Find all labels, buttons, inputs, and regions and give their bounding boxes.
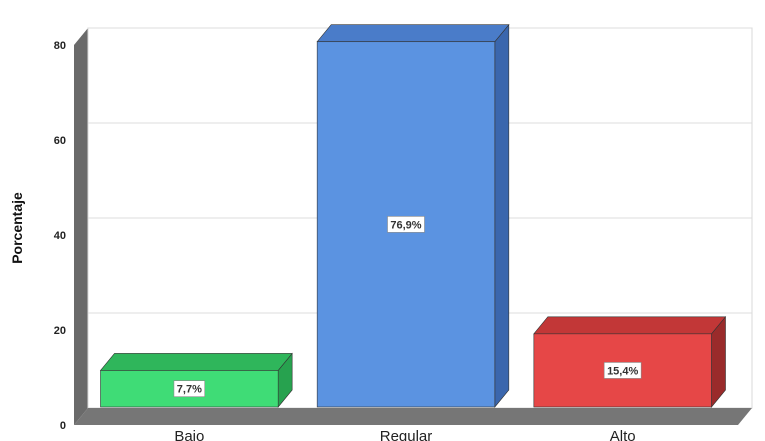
- data-label-box: [603, 362, 642, 379]
- bar-bajo: [99, 352, 293, 408]
- y-axis-ticks: 0 20 40 60 80: [54, 40, 66, 432]
- y-tick-label: 0: [60, 420, 66, 432]
- y-tick-label: 80: [54, 40, 66, 52]
- floor: [74, 408, 752, 425]
- bar-regular: [316, 23, 510, 408]
- bar-top: [533, 316, 727, 335]
- data-label: 7,7%: [177, 384, 202, 396]
- data-label-box: [387, 216, 425, 233]
- y-tick-label: 40: [54, 230, 66, 242]
- y-tick-label: 60: [54, 135, 66, 147]
- x-category-label: Alto: [610, 428, 636, 441]
- x-axis-categories: Bajo Regular Alto: [174, 428, 635, 441]
- data-label: 76,9%: [390, 219, 421, 231]
- data-labels: 7,7% 76,9% 15,4%: [173, 216, 642, 398]
- x-category-label: Regular: [380, 428, 433, 441]
- left-wall: [74, 28, 88, 425]
- bar-top: [99, 353, 293, 371]
- data-label: 15,4%: [607, 365, 638, 377]
- bar-side: [494, 23, 510, 408]
- y-axis-label: Porcentaje: [9, 192, 25, 264]
- bar-top: [316, 24, 510, 43]
- x-category-label: Bajo: [174, 428, 204, 441]
- y-tick-label: 20: [54, 325, 66, 337]
- bar-alto: [533, 316, 727, 408]
- data-label-box: [173, 380, 206, 398]
